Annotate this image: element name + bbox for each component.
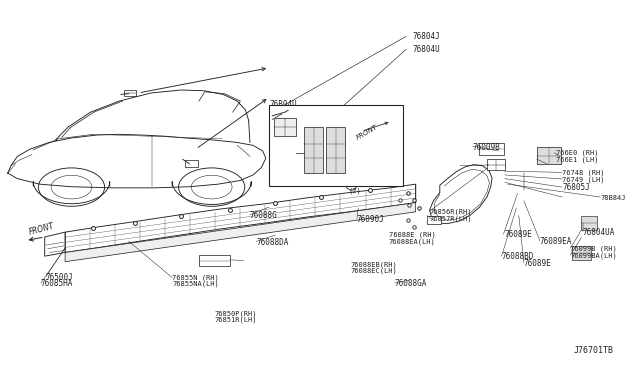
Text: 76085HA: 76085HA [41, 279, 73, 288]
Bar [199, 256, 230, 266]
Text: 76851R(LH): 76851R(LH) [215, 317, 257, 323]
Text: 76855NA(LH): 76855NA(LH) [172, 281, 219, 288]
Bar [185, 160, 198, 167]
Bar [274, 118, 296, 136]
Text: 76856R(RH): 76856R(RH) [429, 209, 472, 215]
Text: 76089E: 76089E [524, 259, 552, 268]
Text: (2): (2) [310, 173, 323, 180]
Text: 76500J: 76500J [46, 273, 74, 282]
Text: 766E0 (RH): 766E0 (RH) [556, 150, 598, 156]
Text: 76857R(LH): 76857R(LH) [429, 215, 472, 222]
Text: 76850P(RH): 76850P(RH) [215, 310, 257, 317]
Text: J76701TB: J76701TB [573, 346, 613, 355]
Text: 76099B (RH): 76099B (RH) [570, 246, 617, 252]
Polygon shape [65, 184, 415, 253]
Text: 76088EB(RH): 76088EB(RH) [351, 261, 397, 267]
Text: 76748 (RH): 76748 (RH) [562, 170, 605, 176]
Bar [479, 143, 504, 155]
Bar [326, 127, 346, 173]
Bar [427, 216, 441, 224]
Text: 76804U: 76804U [412, 45, 440, 54]
Text: 76088BD: 76088BD [502, 252, 534, 262]
Text: FRONT: FRONT [355, 124, 379, 141]
Polygon shape [45, 232, 65, 256]
Text: 76089EA: 76089EA [540, 237, 572, 246]
Bar [572, 246, 591, 260]
Text: 76088G: 76088G [250, 211, 278, 220]
Text: B: B [348, 182, 353, 187]
Text: 76088EA(LH): 76088EA(LH) [389, 238, 436, 245]
Text: 76805J: 76805J [562, 183, 590, 192]
Text: 76804UA: 76804UA [582, 228, 615, 237]
Text: 78B84J: 78B84J [600, 195, 626, 201]
Text: 76090J: 76090J [357, 215, 385, 224]
Text: N08918-3062A: N08918-3062A [303, 167, 354, 173]
Text: 76099BA(LH): 76099BA(LH) [570, 252, 617, 259]
Text: 76088EC(LH): 76088EC(LH) [351, 268, 397, 274]
Polygon shape [429, 164, 492, 224]
Text: 08146-6165H: 08146-6165H [341, 181, 388, 187]
Text: 76088DA: 76088DA [256, 238, 289, 247]
Bar [581, 215, 597, 230]
Text: 76088GA: 76088GA [394, 279, 427, 288]
Text: 766E1 (LH): 766E1 (LH) [556, 156, 598, 163]
Text: 76804J: 76804J [412, 32, 440, 41]
Text: 76855N (RH): 76855N (RH) [172, 274, 219, 281]
Polygon shape [65, 203, 415, 262]
Bar [124, 90, 136, 96]
Text: 76B04U: 76B04U [269, 100, 297, 109]
Text: 76749 (LH): 76749 (LH) [562, 176, 605, 183]
Bar [304, 127, 323, 173]
Text: 76088E (RH): 76088E (RH) [389, 231, 436, 238]
Text: (2): (2) [349, 187, 362, 194]
Text: 76089E: 76089E [505, 230, 532, 239]
Text: N: N [316, 166, 321, 171]
Text: FRONT: FRONT [28, 222, 56, 237]
Bar [537, 147, 561, 164]
Text: 76009B: 76009B [473, 143, 500, 152]
Bar [487, 159, 505, 170]
Bar [269, 105, 403, 186]
